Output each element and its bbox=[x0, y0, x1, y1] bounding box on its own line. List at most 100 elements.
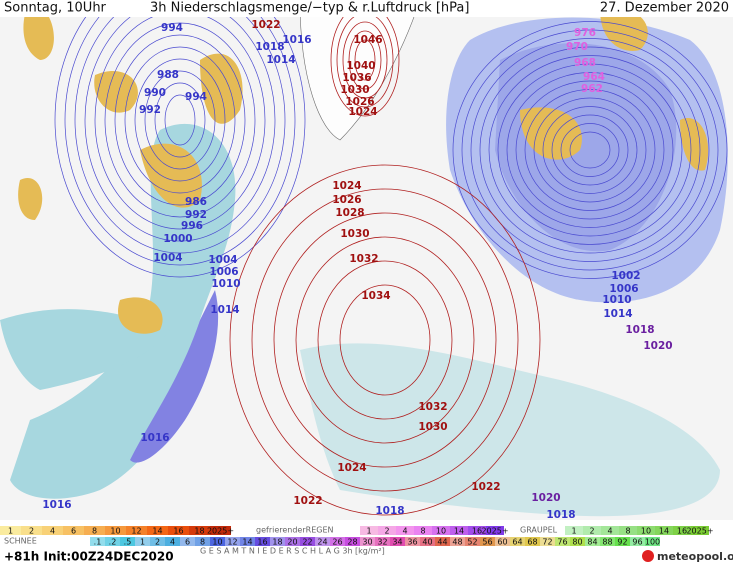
legend-swatch bbox=[486, 526, 504, 535]
pressure-label: 1022 bbox=[293, 495, 322, 507]
isobar bbox=[229, 164, 541, 516]
legend-label: 32 bbox=[377, 538, 387, 547]
pressure-label: 986 bbox=[185, 196, 207, 208]
pressure-label: 994 bbox=[185, 91, 207, 103]
pressure-labels: 9941016101810149889909929949869929961000… bbox=[42, 19, 672, 521]
legend-label: 18 bbox=[272, 538, 282, 547]
isobar bbox=[497, 63, 683, 237]
legend-name: GRAUPEL bbox=[520, 526, 558, 535]
isobar bbox=[470, 38, 710, 262]
legend: 1 2 4 6 8 10 12 14 16 18 2025+ 1 2 4 8 10 14 16 2025+ 1 2 4 8 1… bbox=[0, 526, 714, 556]
legend-swatch bbox=[615, 537, 630, 546]
pressure-label: 1018 bbox=[546, 509, 575, 521]
legend-swatch bbox=[135, 537, 150, 546]
header-date: 27. Dezember 2020 bbox=[600, 1, 729, 16]
pressure-label: 1002 bbox=[611, 270, 640, 282]
legend-label: 2 bbox=[155, 538, 160, 547]
legend-label: 2025+ bbox=[686, 527, 713, 536]
legend-swatch bbox=[150, 537, 165, 546]
legend-swatch bbox=[147, 526, 168, 535]
pressure-label: 996 bbox=[181, 220, 203, 232]
legend-label: 10 bbox=[436, 527, 446, 536]
isobar bbox=[251, 188, 519, 492]
legend-label: 1 bbox=[571, 527, 576, 536]
legend-swatch bbox=[210, 526, 231, 535]
legend-label: 14 bbox=[659, 527, 669, 536]
legend-swatch bbox=[691, 526, 709, 535]
legend-swatch bbox=[645, 537, 660, 546]
legend-label: 64 bbox=[512, 538, 522, 547]
legend-label: 8 bbox=[200, 538, 205, 547]
pressure-label: 1010 bbox=[602, 294, 631, 306]
legend-label: 76 bbox=[557, 538, 567, 547]
header-bar bbox=[0, 0, 733, 17]
legend-swatch bbox=[360, 526, 378, 535]
legend-label: 100 bbox=[645, 538, 660, 547]
legend-swatch bbox=[540, 537, 555, 546]
legend-label: 6 bbox=[185, 538, 190, 547]
snow-area bbox=[520, 8, 709, 171]
pressure-label: 1028 bbox=[335, 207, 364, 219]
legend-swatch bbox=[465, 537, 480, 546]
legend-label: .1 bbox=[94, 538, 102, 547]
legend-swatch bbox=[210, 537, 225, 546]
legend-label: 14 bbox=[242, 538, 252, 547]
legend-swatch bbox=[90, 537, 105, 546]
pressure-label: 990 bbox=[144, 87, 166, 99]
legend-swatch bbox=[600, 537, 615, 546]
pressure-label: 976 bbox=[574, 27, 596, 39]
legend-swatch bbox=[396, 526, 414, 535]
legend-label: .2 bbox=[109, 538, 117, 547]
isobar bbox=[354, 39, 376, 81]
legend-label: 52 bbox=[467, 538, 477, 547]
pressure-label: 1030 bbox=[418, 421, 447, 433]
legend-label: 44 bbox=[437, 538, 447, 547]
pressure-label: 1020 bbox=[531, 492, 560, 504]
legend-swatch bbox=[585, 537, 600, 546]
header-time: Sonntag, 10Uhr bbox=[4, 1, 107, 16]
legend-swatch bbox=[414, 526, 432, 535]
legend-label: 6 bbox=[71, 527, 76, 536]
legend-swatch bbox=[225, 537, 240, 546]
legend-label: 12 bbox=[227, 538, 237, 547]
pressure-label: 1010 bbox=[211, 278, 240, 290]
pressure-label: 1018 bbox=[375, 505, 404, 517]
legend-label: 16 bbox=[677, 527, 687, 536]
legend-label: 40 bbox=[422, 538, 432, 547]
snow-area bbox=[18, 0, 243, 334]
legend-label: 26 bbox=[332, 538, 342, 547]
legend-swatch bbox=[330, 537, 345, 546]
legend-swatch bbox=[420, 537, 435, 546]
legend-swatch bbox=[480, 537, 495, 546]
legend-label: 96 bbox=[632, 538, 642, 547]
legend-label: 18 bbox=[194, 527, 204, 536]
legend-swatch bbox=[375, 537, 390, 546]
legend-swatch bbox=[450, 526, 468, 535]
legend-swatch bbox=[390, 537, 405, 546]
pressure-label: 1016 bbox=[42, 499, 71, 511]
pressure-label: 992 bbox=[139, 104, 161, 116]
pressure-label: 1014 bbox=[603, 308, 632, 320]
brand-logo bbox=[642, 550, 654, 562]
legend-swatch bbox=[619, 526, 637, 535]
legend-swatch bbox=[21, 526, 42, 535]
legend-swatch bbox=[105, 537, 120, 546]
legend-swatch bbox=[405, 537, 420, 546]
legend-label: 10 bbox=[110, 527, 120, 536]
legend-swatch bbox=[300, 537, 315, 546]
pressure-label: 970 bbox=[566, 41, 588, 53]
legend-label: 4 bbox=[402, 527, 407, 536]
legend-swatch bbox=[601, 526, 619, 535]
isobar bbox=[74, 0, 286, 254]
pressure-label: 962 bbox=[581, 83, 603, 95]
legend-label: 30 bbox=[362, 538, 372, 547]
isobar bbox=[348, 30, 382, 90]
legend-label: 4 bbox=[50, 527, 55, 536]
legend-label: 2025+ bbox=[207, 527, 234, 536]
legend-label: 12 bbox=[131, 527, 141, 536]
legend-swatch bbox=[570, 537, 585, 546]
isobar bbox=[339, 284, 431, 396]
pressure-label: 1024 bbox=[332, 180, 361, 192]
legend-swatch bbox=[673, 526, 691, 535]
